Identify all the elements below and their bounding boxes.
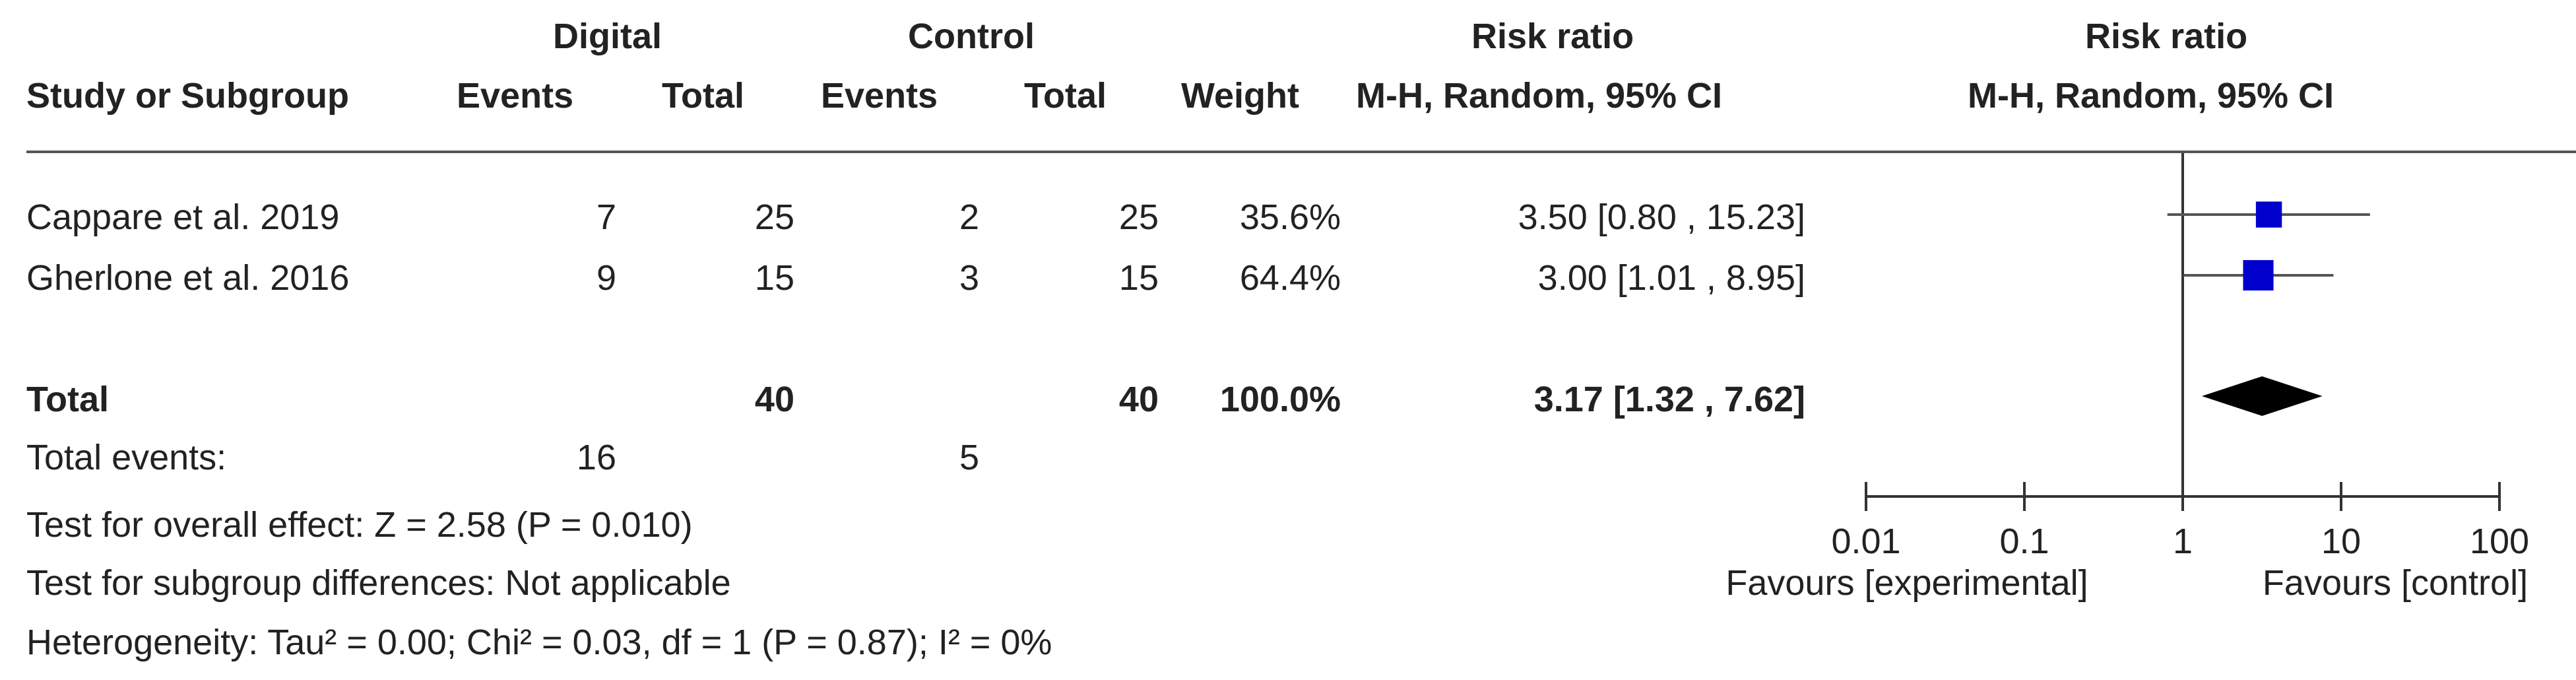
- header-rr-col: Risk ratio: [1471, 17, 1634, 56]
- header-group2: Control: [908, 17, 1035, 56]
- x-tick-label: 1: [2173, 522, 2193, 561]
- study-point: [2243, 259, 2274, 291]
- header-divider: [26, 151, 2576, 153]
- study-ci: 3.00 [1.01 , 8.95]: [1537, 258, 1805, 298]
- header-method-col: M-H, Random, 95% CI: [1356, 76, 1723, 116]
- pooled-diamond: [2201, 376, 2323, 416]
- study-name: Gherlone et al. 2016: [26, 258, 350, 298]
- total-total2: 40: [1118, 380, 1159, 419]
- header-method-plot: M-H, Random, 95% CI: [1968, 76, 2334, 116]
- study-weight: 64.4%: [1239, 258, 1341, 298]
- header-total2: Total: [1024, 76, 1107, 116]
- x-tick-label: 10: [2321, 522, 2361, 561]
- study-ci: 3.50 [0.80 , 15.23]: [1518, 197, 1805, 237]
- study-events2: 2: [959, 197, 979, 237]
- total-weight: 100.0%: [1219, 380, 1341, 419]
- study-total1: 15: [754, 258, 794, 298]
- favours-left-label: Favours [experimental]: [1725, 563, 2088, 603]
- overall-effect-test: Test for overall effect: Z = 2.58 (P = 0…: [26, 505, 693, 545]
- subgroup-differences-test: Test for subgroup differences: Not appli…: [26, 563, 731, 603]
- x-tick-label: 0.01: [1831, 522, 1900, 561]
- x-tick-label: 100: [2470, 522, 2529, 561]
- study-events1: 7: [596, 197, 616, 237]
- header-study: Study or Subgroup: [26, 76, 349, 116]
- study-name: Cappare et al. 2019: [26, 197, 340, 237]
- header-total1: Total: [662, 76, 744, 116]
- total-ci: 3.17 [1.32 , 7.62]: [1533, 380, 1805, 419]
- total-label: Total: [26, 380, 109, 419]
- study-total2: 15: [1118, 258, 1159, 298]
- header-rr-plot: Risk ratio: [2085, 17, 2248, 56]
- header-weight: Weight: [1181, 76, 1299, 116]
- study-events2: 3: [959, 258, 979, 298]
- header-events1: Events: [457, 76, 574, 116]
- header-group1: Digital: [553, 17, 662, 56]
- favours-right-label: Favours [control]: [2262, 563, 2528, 603]
- study-events1: 9: [596, 258, 616, 298]
- total-events1: 16: [576, 438, 616, 477]
- study-weight: 35.6%: [1239, 197, 1341, 237]
- header-events2: Events: [821, 76, 938, 116]
- heterogeneity-stats: Heterogeneity: Tau² = 0.00; Chi² = 0.03,…: [26, 623, 1052, 662]
- x-tick-label: 0.1: [1999, 522, 2049, 561]
- study-point: [2255, 201, 2282, 228]
- study-total1: 25: [754, 197, 794, 237]
- total-events2: 5: [959, 438, 979, 477]
- study-total2: 25: [1118, 197, 1159, 237]
- total-total1: 40: [754, 380, 794, 419]
- total-events-label: Total events:: [26, 438, 227, 477]
